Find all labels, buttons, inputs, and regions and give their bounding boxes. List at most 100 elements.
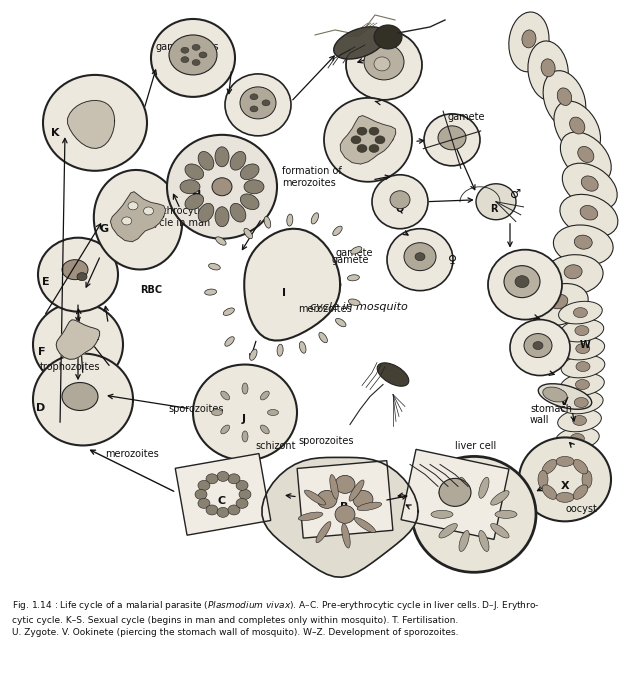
Ellipse shape xyxy=(198,498,210,508)
Ellipse shape xyxy=(573,460,588,474)
Text: liver cell: liver cell xyxy=(455,442,496,451)
Ellipse shape xyxy=(151,19,235,97)
Ellipse shape xyxy=(181,47,189,53)
Ellipse shape xyxy=(264,216,271,228)
Ellipse shape xyxy=(554,101,600,156)
Ellipse shape xyxy=(215,207,229,227)
Ellipse shape xyxy=(528,41,568,101)
Text: S: S xyxy=(416,262,423,273)
Ellipse shape xyxy=(324,98,412,182)
Ellipse shape xyxy=(558,409,602,431)
Ellipse shape xyxy=(250,94,258,100)
Ellipse shape xyxy=(242,383,248,394)
Ellipse shape xyxy=(510,319,570,376)
Ellipse shape xyxy=(351,136,361,144)
Ellipse shape xyxy=(193,365,297,460)
Ellipse shape xyxy=(206,474,218,484)
Ellipse shape xyxy=(560,194,618,237)
Text: D: D xyxy=(36,403,46,414)
Ellipse shape xyxy=(228,474,240,484)
Text: merozoites: merozoites xyxy=(105,449,158,460)
Ellipse shape xyxy=(354,518,376,532)
Ellipse shape xyxy=(387,229,453,291)
Ellipse shape xyxy=(300,341,306,353)
Ellipse shape xyxy=(374,57,390,71)
Ellipse shape xyxy=(242,431,248,442)
Ellipse shape xyxy=(198,203,214,222)
Ellipse shape xyxy=(336,318,346,327)
Ellipse shape xyxy=(558,302,602,324)
Ellipse shape xyxy=(225,337,234,346)
Ellipse shape xyxy=(561,355,605,378)
Text: C: C xyxy=(218,497,226,506)
Ellipse shape xyxy=(568,451,582,462)
Text: cycle in mosquito: cycle in mosquito xyxy=(310,302,407,312)
Ellipse shape xyxy=(519,438,611,521)
Text: Z: Z xyxy=(336,513,344,522)
Ellipse shape xyxy=(530,284,588,326)
Text: gamete: gamete xyxy=(332,255,369,264)
Ellipse shape xyxy=(250,106,258,112)
Ellipse shape xyxy=(538,471,548,488)
Ellipse shape xyxy=(556,493,574,502)
Ellipse shape xyxy=(230,152,246,170)
Ellipse shape xyxy=(509,12,549,71)
Polygon shape xyxy=(67,100,115,148)
Text: I: I xyxy=(282,288,286,297)
Ellipse shape xyxy=(198,152,214,170)
Ellipse shape xyxy=(578,146,594,163)
Ellipse shape xyxy=(541,59,555,77)
Ellipse shape xyxy=(198,480,210,491)
Ellipse shape xyxy=(570,117,585,134)
Ellipse shape xyxy=(351,247,362,254)
Ellipse shape xyxy=(574,235,592,249)
Ellipse shape xyxy=(369,144,379,153)
Ellipse shape xyxy=(212,178,232,196)
Ellipse shape xyxy=(369,127,379,135)
Text: X: X xyxy=(561,482,570,491)
Ellipse shape xyxy=(357,127,367,135)
Ellipse shape xyxy=(357,144,367,153)
Text: P: P xyxy=(448,139,455,149)
Ellipse shape xyxy=(316,521,331,543)
Ellipse shape xyxy=(390,191,410,209)
Polygon shape xyxy=(175,453,271,535)
Ellipse shape xyxy=(236,480,248,491)
Ellipse shape xyxy=(262,100,270,106)
Ellipse shape xyxy=(287,214,293,226)
Polygon shape xyxy=(297,461,393,538)
Ellipse shape xyxy=(543,387,567,402)
Ellipse shape xyxy=(38,238,118,312)
Ellipse shape xyxy=(199,52,207,58)
Ellipse shape xyxy=(556,456,574,466)
Polygon shape xyxy=(262,458,418,577)
Ellipse shape xyxy=(515,275,529,288)
Text: schizont: schizont xyxy=(255,442,296,451)
Ellipse shape xyxy=(582,471,592,488)
Text: A: A xyxy=(450,495,459,504)
Polygon shape xyxy=(56,320,100,359)
Ellipse shape xyxy=(206,505,218,515)
Ellipse shape xyxy=(557,88,572,106)
Ellipse shape xyxy=(181,56,189,63)
Ellipse shape xyxy=(195,489,207,499)
Ellipse shape xyxy=(542,460,557,474)
Ellipse shape xyxy=(504,266,540,297)
Ellipse shape xyxy=(215,147,229,167)
Ellipse shape xyxy=(533,341,543,350)
Ellipse shape xyxy=(459,530,469,552)
Text: Fig. 1.14 : Life cycle of a malarial parasite ($\it{Plasmodium\ vivax}$). A–C. P: Fig. 1.14 : Life cycle of a malarial par… xyxy=(12,600,540,638)
Ellipse shape xyxy=(353,491,373,508)
Ellipse shape xyxy=(244,228,253,238)
Ellipse shape xyxy=(335,506,355,523)
Text: T: T xyxy=(521,286,529,295)
Ellipse shape xyxy=(431,510,453,519)
Text: erythrocytic
cycle in man: erythrocytic cycle in man xyxy=(148,206,210,227)
Ellipse shape xyxy=(412,456,536,572)
Text: M: M xyxy=(258,97,268,107)
Ellipse shape xyxy=(495,510,517,519)
Text: sporozoites: sporozoites xyxy=(168,405,223,414)
Ellipse shape xyxy=(311,213,319,224)
Ellipse shape xyxy=(550,295,568,309)
Ellipse shape xyxy=(562,164,617,210)
